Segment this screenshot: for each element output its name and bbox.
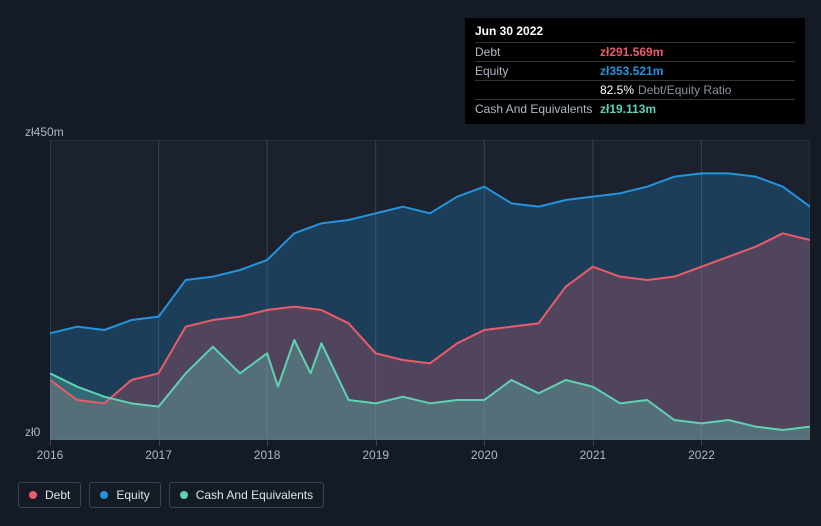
tooltip-date: Jun 30 2022 [475,24,795,38]
x-axis-tick-label: 2021 [579,448,606,462]
tooltip-row-value: 82.5%Debt/Equity Ratio [600,83,731,97]
x-axis-tick-mark [159,440,160,446]
legend-dot-icon [29,491,37,499]
x-axis-tick-mark [376,440,377,446]
x-axis-tick-label: 2016 [37,448,64,462]
x-axis-tick-label: 2020 [471,448,498,462]
chart-legend: Debt Equity Cash And Equivalents [18,482,324,508]
x-axis-tick-label: 2018 [254,448,281,462]
tooltip-row-label: Equity [475,64,600,78]
tooltip-row: Cash And Equivalentszł19.113m [475,99,795,118]
x-axis-tick-label: 2017 [145,448,172,462]
legend-item[interactable]: Cash And Equivalents [169,482,324,508]
x-axis-tick-mark [50,440,51,446]
legend-item-label: Debt [45,488,70,502]
chart-tooltip: Jun 30 2022 Debtzł291.569mEquityzł353.52… [465,18,805,124]
tooltip-row-value: zł353.521m [600,64,663,78]
legend-dot-icon [180,491,188,499]
tooltip-row-label: Debt [475,45,600,59]
legend-item-label: Equity [116,488,149,502]
tooltip-row: Equityzł353.521m [475,61,795,80]
x-axis-tick-mark [701,440,702,446]
x-axis-tick-mark [484,440,485,446]
x-axis-tick-label: 2022 [688,448,715,462]
legend-item-label: Cash And Equivalents [196,488,313,502]
tooltip-row-label: Cash And Equivalents [475,102,600,116]
tooltip-row: Debtzł291.569m [475,42,795,61]
area-chart [50,140,810,440]
chart-plot [20,140,810,440]
legend-item[interactable]: Equity [89,482,160,508]
y-axis-label-max: zł450m [25,125,64,139]
x-axis: 2016201720182019202020212022 [50,448,810,468]
tooltip-row-value: zł291.569m [600,45,663,59]
x-axis-tick-label: 2019 [362,448,389,462]
x-axis-tick-mark [267,440,268,446]
x-axis-tick-mark [593,440,594,446]
tooltip-row-label [475,83,600,97]
tooltip-row: 82.5%Debt/Equity Ratio [475,80,795,99]
legend-dot-icon [100,491,108,499]
tooltip-row-value: zł19.113m [600,102,656,116]
legend-item[interactable]: Debt [18,482,81,508]
